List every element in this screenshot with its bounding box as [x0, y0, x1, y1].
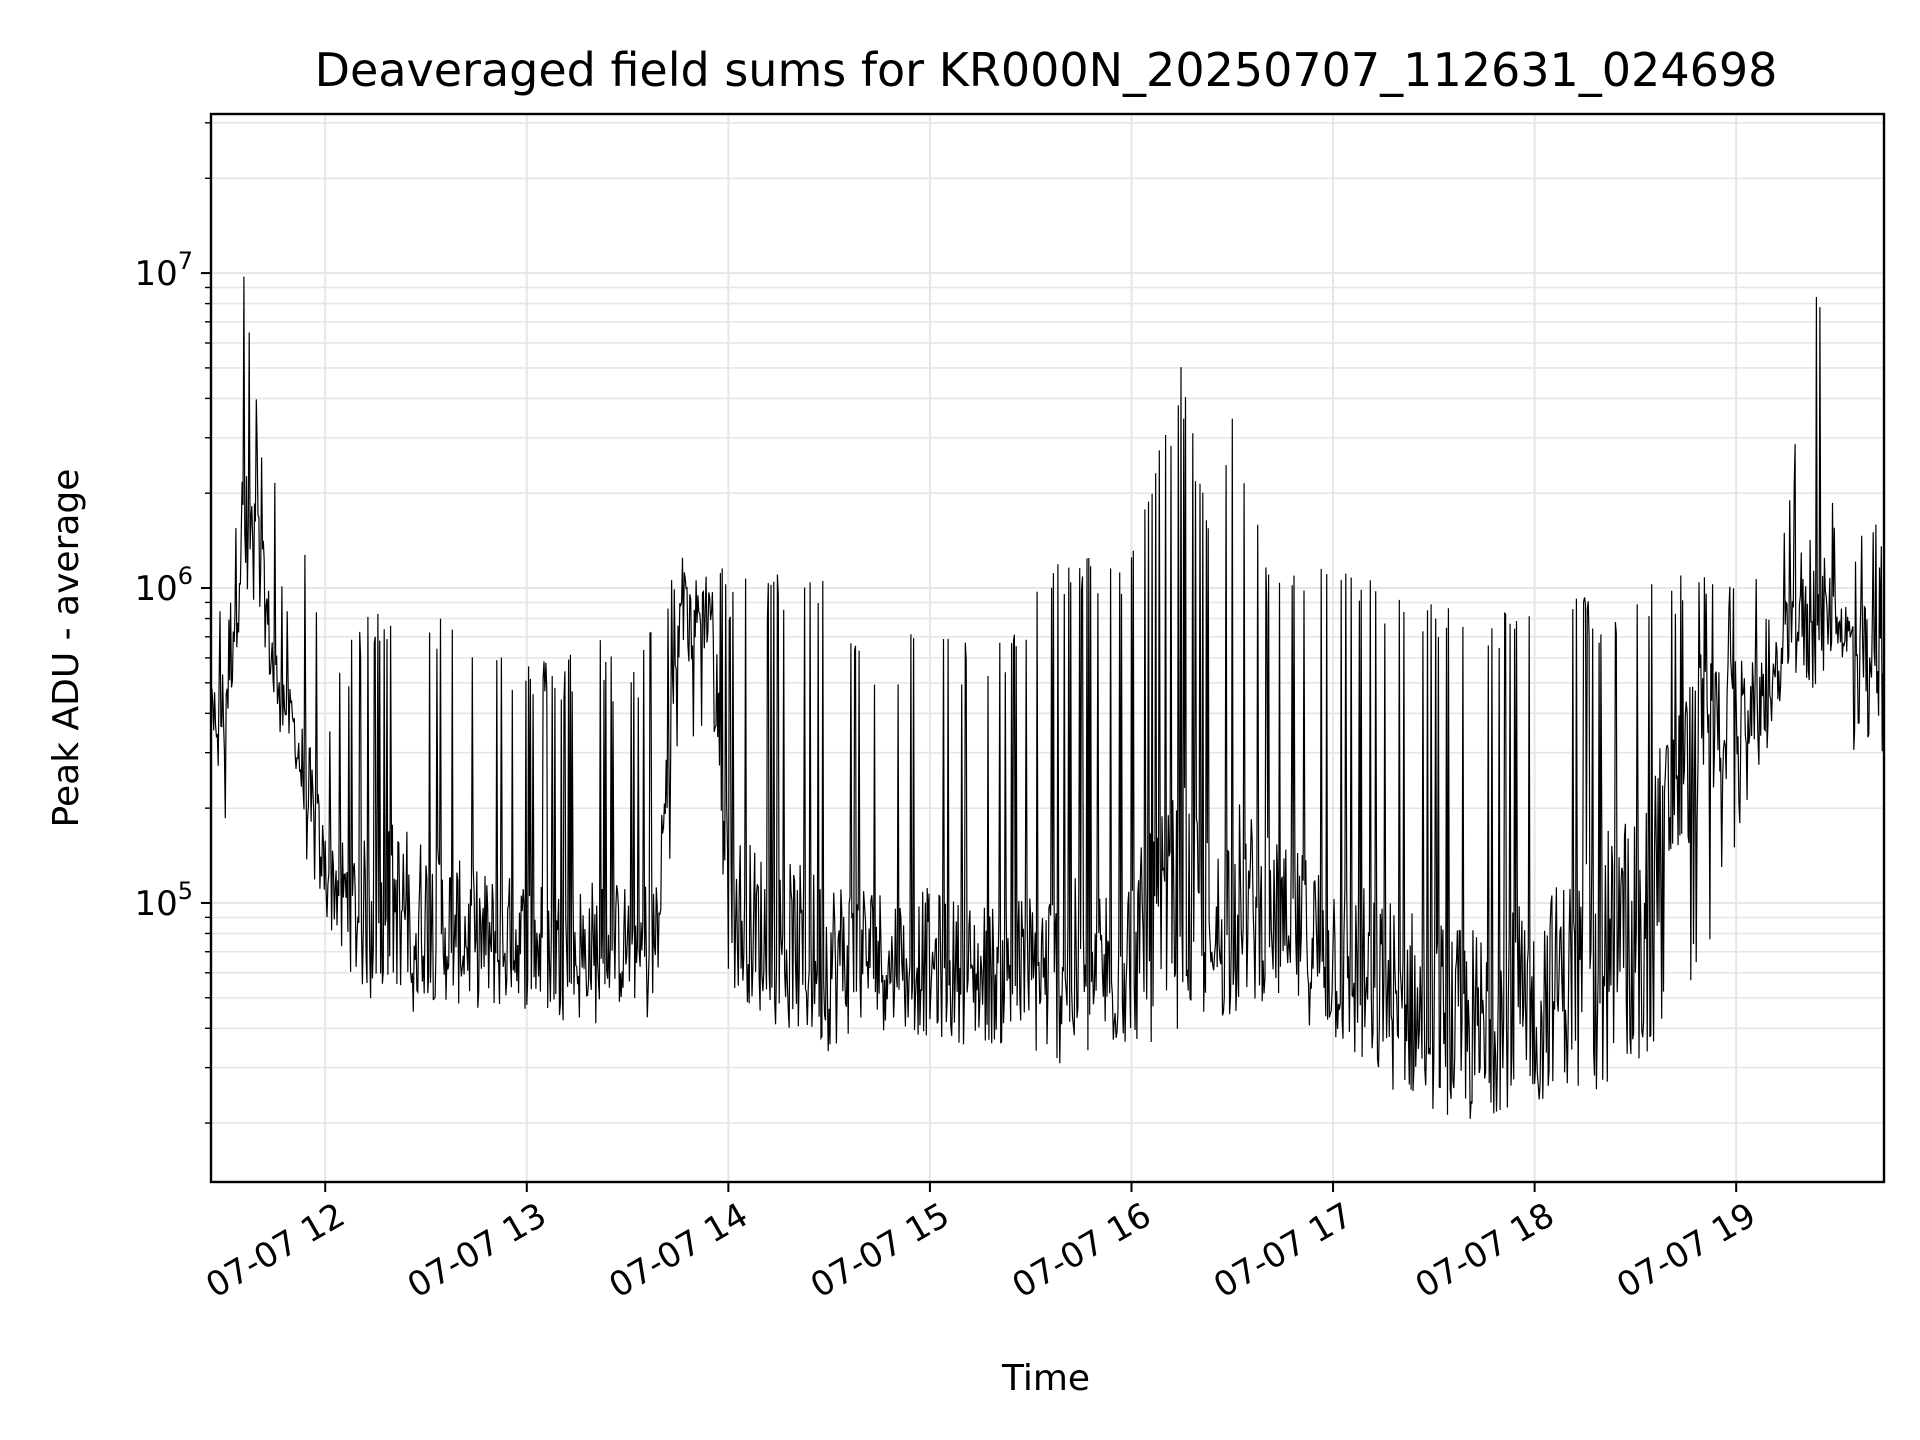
series-line: [210, 276, 1884, 1119]
x-tick-label: 07-07 19: [1610, 1195, 1762, 1306]
y-tick-exponent: 5: [178, 877, 193, 905]
y-tick-label: 106: [134, 562, 193, 609]
y-tick-base: 10: [134, 254, 177, 294]
y-tick-label: 105: [134, 877, 193, 924]
chart-title: Deaveraged field sums for KR000N_2025070…: [315, 43, 1778, 97]
y-tick-exponent: 7: [178, 247, 193, 275]
x-tick-label: 07-07 18: [1409, 1195, 1561, 1306]
x-axis-ticks: 07-07 12 07-07 13 07-07 14 07-07 15 07-07 16…: [199, 1182, 1763, 1306]
y-tick-label: 107: [134, 247, 193, 294]
x-axis-label: Time: [1001, 1358, 1090, 1399]
data-series: [210, 276, 1884, 1119]
x-tick-label: 07-07 13: [401, 1195, 553, 1306]
y-tick-exponent: 6: [178, 562, 193, 590]
x-tick-label: 07-07 17: [1207, 1195, 1359, 1306]
y-tick-base: 10: [134, 569, 177, 609]
grid: [211, 114, 1884, 1182]
y-tick-base: 10: [134, 884, 177, 924]
x-tick-label: 07-07 16: [1006, 1195, 1158, 1306]
x-tick-label: 07-07 14: [602, 1195, 754, 1306]
x-tick-label: 07-07 15: [804, 1195, 956, 1306]
x-tick-label: 07-07 12: [199, 1195, 351, 1306]
plot-frame: [209, 112, 1886, 1184]
y-axis-label: Peak ADU - average: [46, 469, 87, 828]
